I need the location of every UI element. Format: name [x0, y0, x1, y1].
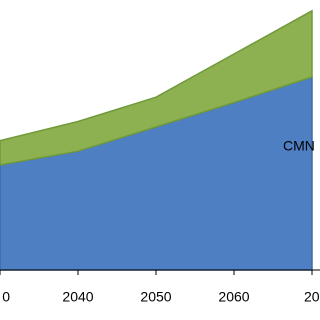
x-axis: 0 2040 2050 2060 20 — [0, 269, 320, 305]
x-tick-label: 2060 — [218, 289, 249, 305]
x-tick-label: 2050 — [140, 289, 171, 305]
series-label: CMN — [283, 138, 315, 154]
x-tick-label: 2040 — [62, 289, 93, 305]
area — [0, 9, 313, 166]
x-tick-label: 20 — [304, 289, 320, 305]
x-tick-label: 0 — [2, 289, 10, 305]
plot-area: CMN — [0, 9, 315, 271]
